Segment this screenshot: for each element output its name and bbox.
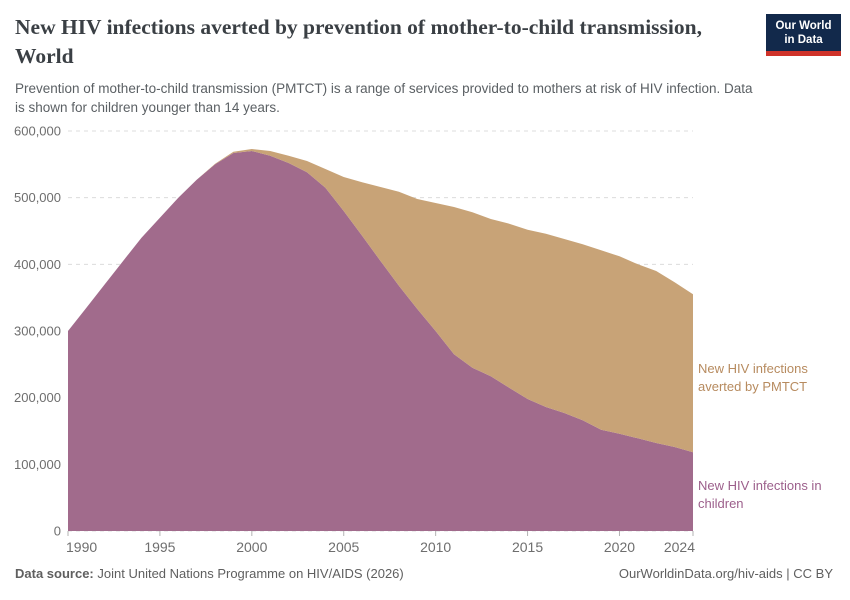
data-source-text: Joint United Nations Programme on HIV/AI…	[97, 566, 404, 581]
y-axis-tick-label: 200,000	[14, 390, 61, 405]
owid-logo-line1: Our World	[775, 20, 832, 32]
y-axis-tick-label: 100,000	[14, 457, 61, 472]
x-axis-tick-label: 1990	[66, 539, 97, 555]
x-axis-tick-label: 2015	[512, 539, 543, 555]
series-label-children: New HIV infections in children	[698, 478, 822, 511]
x-axis-tick-label: 2024	[664, 539, 695, 555]
page-title: New HIV infections averted by prevention…	[15, 15, 702, 68]
x-axis-tick-label: 2000	[236, 539, 267, 555]
y-axis-tick-label: 400,000	[14, 257, 61, 272]
x-axis-tick-label: 2005	[328, 539, 359, 555]
y-axis-tick-label: 300,000	[14, 324, 61, 339]
area-series-1[interactable]	[68, 149, 693, 453]
y-axis-tick-label: 600,000	[14, 124, 61, 139]
x-axis-tick-label: 2010	[420, 539, 451, 555]
owid-logo[interactable]: Our World in Data	[766, 14, 841, 56]
attribution-link[interactable]: OurWorldinData.org/hiv-aids | CC BY	[618, 566, 833, 581]
y-axis-tick-label: 0	[54, 524, 61, 539]
x-axis-tick-label: 2020	[604, 539, 635, 555]
owid-logo-line2: in Data	[784, 34, 823, 46]
chart-subtitle: Prevention of mother-to-child transmissi…	[15, 81, 753, 115]
x-axis-tick-label: 1995	[144, 539, 175, 555]
data-source-label: Data source:	[15, 566, 94, 581]
y-axis-tick-label: 500,000	[14, 190, 61, 205]
series-label-averted: New HIV infections averted by PMTCT	[698, 361, 808, 394]
area-series-0[interactable]	[68, 151, 693, 531]
data-source: Data source: Joint United Nations Progra…	[15, 566, 404, 581]
